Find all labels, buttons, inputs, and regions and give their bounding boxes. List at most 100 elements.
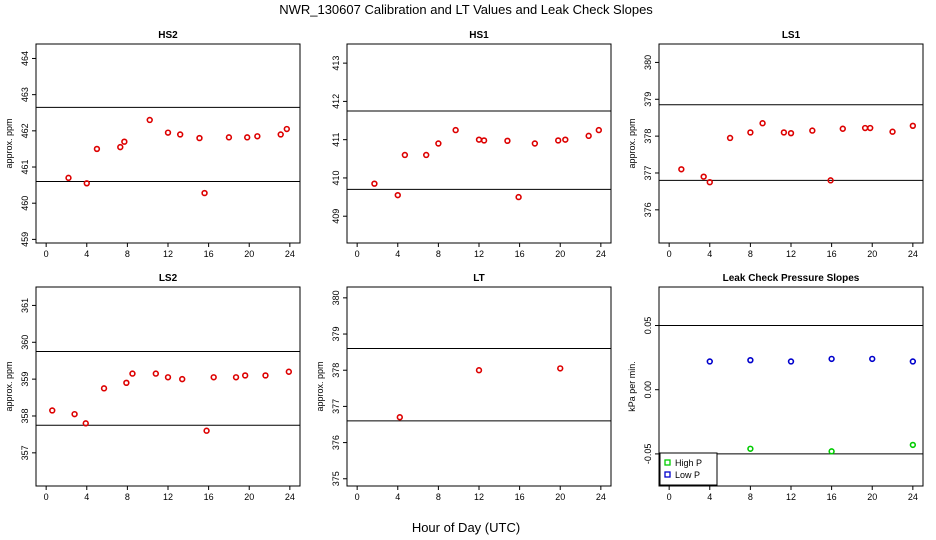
- panel-title: LT: [473, 273, 484, 284]
- data-point: [277, 131, 284, 138]
- x-tick-label: 8: [125, 492, 130, 502]
- x-tick-label: 20: [867, 492, 877, 502]
- x-tick-label: 12: [786, 249, 796, 259]
- data-point: [100, 385, 108, 392]
- x-tick-label: 0: [667, 492, 672, 502]
- legend-label: Low P: [675, 470, 700, 480]
- data-point: [747, 356, 754, 364]
- panel-frame: [35, 286, 301, 487]
- data-point: [706, 358, 713, 365]
- data-point: [595, 126, 603, 134]
- data-point: [146, 116, 153, 124]
- x-tick-label: 12: [474, 249, 484, 259]
- y-tick-label: 462: [20, 123, 30, 138]
- y-tick-label: 357: [20, 445, 30, 460]
- data-point: [909, 441, 917, 449]
- y-axis-label: approx. ppm: [627, 118, 637, 168]
- y-tick-label: 413: [331, 56, 341, 71]
- x-tick-label: 12: [474, 492, 484, 502]
- panel-5: Leak Check Pressure Slopes 0 4 8 12 16 20 24 -0.…: [627, 273, 924, 502]
- x-tick-label: 16: [515, 492, 525, 502]
- data-point: [554, 137, 562, 144]
- x-tick-label: 8: [436, 249, 441, 259]
- y-tick-label: 376: [643, 202, 653, 217]
- data-point: [828, 355, 835, 363]
- x-tick-label: 16: [515, 249, 525, 259]
- data-point: [65, 174, 72, 182]
- x-tick-label: 4: [707, 492, 712, 502]
- x-tick-label: 0: [355, 492, 360, 502]
- y-tick-label: 461: [20, 160, 30, 175]
- x-tick-label: 8: [748, 492, 753, 502]
- x-tick-label: 4: [84, 249, 89, 259]
- data-point: [196, 134, 203, 142]
- y-tick-label: 0.00: [643, 381, 653, 399]
- data-point: [176, 131, 184, 138]
- data-point: [475, 136, 483, 143]
- legend-label: High P: [675, 458, 702, 468]
- data-point: [889, 128, 896, 135]
- x-tick-label: 4: [395, 249, 400, 259]
- data-point: [394, 191, 401, 199]
- data-point: [827, 177, 834, 184]
- data-point: [82, 420, 89, 427]
- data-point: [164, 374, 172, 381]
- y-tick-label: 378: [331, 363, 341, 378]
- x-tick-label: 0: [44, 492, 49, 502]
- x-tick-label: 24: [908, 492, 918, 502]
- x-axis-title: Hour of Day (UTC): [412, 520, 520, 535]
- legend-marker: [664, 471, 671, 478]
- y-tick-label: 358: [20, 408, 30, 423]
- data-point: [244, 134, 251, 141]
- x-tick-label: 16: [204, 492, 214, 502]
- data-point: [201, 189, 208, 197]
- y-tick-label: 412: [331, 94, 341, 109]
- data-point: [861, 124, 869, 132]
- panel-3: LS2 0 4 8 12 16 20 24 357 358 359 360 361 approx. ppm: [4, 273, 301, 502]
- y-tick-label: 379: [331, 327, 341, 342]
- x-tick-label: 4: [84, 492, 89, 502]
- data-point: [241, 372, 249, 379]
- y-tick-label: 377: [643, 165, 653, 180]
- y-tick-label: 460: [20, 196, 30, 211]
- data-point: [515, 193, 522, 201]
- x-tick-label: 8: [748, 249, 753, 259]
- x-tick-label: 12: [163, 492, 173, 502]
- y-tick-label: 411: [331, 132, 341, 146]
- y-tick-label: 409: [331, 209, 341, 224]
- x-tick-label: 20: [244, 249, 254, 259]
- panel-frame: [658, 43, 924, 244]
- data-point: [129, 370, 136, 377]
- legend-marker: [664, 459, 671, 466]
- panel-2: LS1 0 4 8 12 16 20 24 376 377 378 379 380 approx. ppm: [627, 30, 924, 259]
- x-tick-label: 8: [436, 492, 441, 502]
- x-tick-label: 20: [867, 249, 877, 259]
- data-point: [780, 129, 788, 136]
- x-tick-label: 24: [596, 249, 606, 259]
- legend-box: [659, 452, 718, 486]
- panel-4: LT 0 4 8 12 16 20 24 375 376 377 378 379 380 approx. p…: [315, 273, 612, 502]
- x-tick-label: 20: [555, 249, 565, 259]
- data-point: [866, 124, 874, 132]
- data-point: [787, 358, 795, 365]
- y-tick-label: 410: [331, 170, 341, 185]
- data-point: [423, 151, 430, 159]
- data-point: [117, 143, 124, 151]
- y-tick-label: 464: [20, 51, 30, 66]
- data-point: [283, 125, 290, 133]
- y-axis-label: kPa per min.: [627, 361, 637, 412]
- x-tick-label: 16: [204, 249, 214, 259]
- x-tick-label: 12: [163, 249, 173, 259]
- y-tick-label: 361: [20, 298, 30, 313]
- data-point: [254, 133, 261, 140]
- panel-1: HS1 0 4 8 12 16 20 24 409 410 411 412 413: [331, 30, 612, 259]
- y-tick-label: 377: [331, 399, 341, 414]
- data-point: [531, 140, 539, 147]
- data-point: [839, 125, 846, 132]
- data-point: [706, 178, 713, 186]
- x-tick-label: 20: [244, 492, 254, 502]
- data-point: [557, 365, 564, 372]
- panel-frame: [35, 43, 301, 244]
- panel-title: LS1: [782, 30, 801, 41]
